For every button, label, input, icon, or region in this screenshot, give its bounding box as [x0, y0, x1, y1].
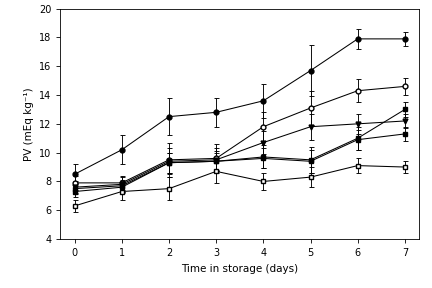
- Y-axis label: PV (mEq kg⁻¹): PV (mEq kg⁻¹): [23, 87, 34, 161]
- X-axis label: Time in storage (days): Time in storage (days): [181, 264, 299, 274]
